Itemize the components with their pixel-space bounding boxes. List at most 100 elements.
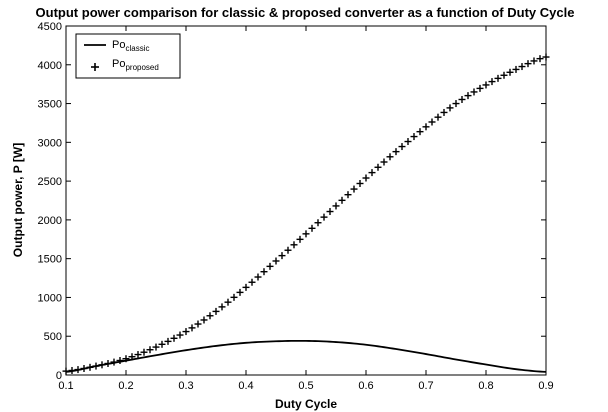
series-marker-proposed — [158, 340, 166, 348]
y-axis: 0 500 1000 1500 2000 2500 3000 3500 4000 4500 — [38, 21, 546, 382]
y-tick-label: 500 — [44, 331, 62, 343]
series-layer — [62, 53, 550, 375]
series-marker-proposed — [188, 324, 196, 332]
series-marker-proposed — [302, 230, 310, 238]
series-marker-proposed — [542, 53, 550, 61]
series-marker-proposed — [416, 128, 424, 136]
x-tick-label: 0.9 — [538, 380, 553, 392]
legend-label-classic-main: Po — [112, 39, 125, 51]
y-tick-label: 3000 — [38, 137, 62, 149]
x-tick-label: 0.2 — [118, 380, 133, 392]
series-marker-proposed — [470, 88, 478, 96]
series-marker-proposed — [308, 224, 316, 232]
series-marker-proposed — [380, 158, 388, 166]
y-tick-label: 4000 — [38, 60, 62, 72]
series-marker-proposed — [80, 365, 88, 373]
legend-label-classic: Poclassic — [112, 39, 149, 53]
series-marker-proposed — [476, 84, 484, 92]
series-marker-proposed — [536, 55, 544, 63]
series-line-classic — [65, 339, 547, 373]
series-marker-proposed — [464, 92, 472, 100]
legend-label-proposed-main: Po — [112, 58, 125, 70]
series-marker-proposed — [206, 312, 214, 320]
series-marker-proposed — [500, 71, 508, 79]
series-marker-proposed — [242, 283, 250, 291]
series-marker-proposed — [110, 358, 118, 366]
series-marker-proposed — [524, 60, 532, 68]
y-axis-label: Output power, P [W] — [11, 143, 25, 257]
series-marker-proposed — [512, 65, 520, 73]
series-marker-proposed — [98, 361, 106, 369]
series-marker-proposed — [116, 356, 124, 364]
x-tick-label: 0.4 — [238, 380, 253, 392]
y-tick-label: 4500 — [38, 21, 62, 33]
series-marker-proposed — [248, 278, 256, 286]
y-tick-label: 2000 — [38, 215, 62, 227]
series-marker-proposed — [422, 123, 430, 131]
series-marker-proposed — [368, 169, 376, 177]
series-marker-proposed — [272, 257, 280, 265]
series-proposed — [62, 53, 550, 375]
series-marker-proposed — [266, 262, 274, 270]
series-marker-proposed — [152, 343, 160, 351]
x-tick-label: 0.6 — [358, 380, 373, 392]
x-axis: 0.1 0.2 0.3 0.4 0.5 0.6 0.7 0.8 0.9 — [58, 26, 554, 392]
series-marker-proposed — [428, 118, 436, 126]
series-marker-proposed — [326, 208, 334, 216]
series-marker-proposed — [236, 288, 244, 296]
series-marker-proposed — [314, 219, 322, 227]
series-marker-proposed — [128, 353, 136, 361]
series-marker-proposed — [104, 360, 112, 368]
series-marker-proposed — [482, 81, 490, 89]
series-marker-proposed — [68, 366, 76, 374]
series-marker-proposed — [332, 202, 340, 210]
legend-box — [75, 33, 181, 79]
legend-label-classic-sub: classic — [125, 44, 149, 53]
x-tick-label: 0.7 — [418, 380, 433, 392]
series-marker-proposed — [212, 307, 220, 315]
chart-title: Output power comparison for classic & pr… — [36, 5, 575, 20]
series-marker-proposed — [458, 95, 466, 103]
series-marker-proposed — [398, 143, 406, 151]
series-marker-proposed — [260, 268, 268, 276]
series-marker-proposed — [530, 57, 538, 65]
y-tick-label: 0 — [56, 370, 62, 382]
series-marker-proposed — [92, 362, 100, 370]
y-tick-label: 1000 — [38, 292, 62, 304]
series-marker-proposed — [194, 320, 202, 328]
series-marker-proposed — [356, 179, 364, 187]
series-marker-proposed — [410, 133, 418, 141]
series-marker-proposed — [182, 328, 190, 336]
series-marker-proposed — [404, 138, 412, 146]
x-tick-label: 0.3 — [178, 380, 193, 392]
series-marker-proposed — [122, 355, 130, 363]
x-tick-label: 0.1 — [58, 380, 73, 392]
legend-label-proposed: Poproposed — [112, 58, 159, 72]
x-axis-label: Duty Cycle — [275, 397, 337, 411]
legend-marker-proposed — [91, 63, 99, 71]
series-classic — [65, 339, 547, 373]
series-marker-proposed — [344, 191, 352, 199]
series-marker-proposed — [434, 113, 442, 121]
series-marker-proposed — [296, 235, 304, 243]
series-marker-proposed — [284, 246, 292, 254]
series-marker-proposed — [392, 148, 400, 156]
series-marker-proposed — [224, 298, 232, 306]
series-marker-proposed — [440, 108, 448, 116]
series-marker-proposed — [140, 348, 148, 356]
legend-label-proposed-sub: proposed — [125, 63, 158, 72]
series-marker-proposed — [278, 252, 286, 260]
series-marker-proposed — [374, 163, 382, 171]
x-tick-label: 0.5 — [298, 380, 313, 392]
series-marker-proposed — [452, 100, 460, 108]
series-marker-proposed — [494, 74, 502, 82]
series-marker-proposed — [176, 331, 184, 339]
series-marker-proposed — [518, 63, 526, 71]
x-tick-label: 0.8 — [478, 380, 493, 392]
series-marker-proposed — [200, 316, 208, 324]
series-marker-proposed — [164, 337, 172, 345]
series-marker-proposed — [362, 174, 370, 182]
series-marker-proposed — [86, 363, 94, 371]
series-marker-proposed — [290, 241, 298, 249]
